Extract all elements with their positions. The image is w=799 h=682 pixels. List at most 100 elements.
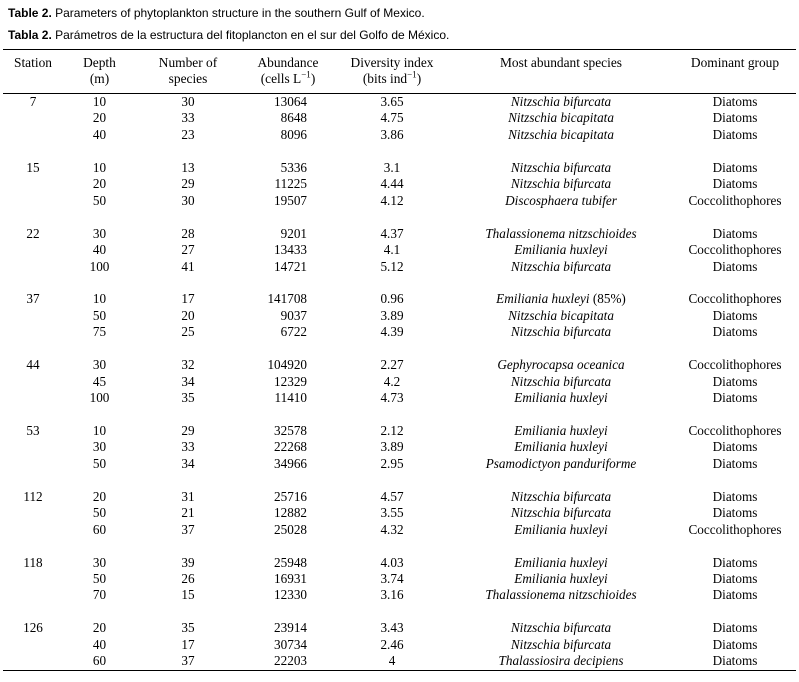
depth-cell: 10 [92,159,107,175]
species-name: Nitzschia bifurcata [510,324,612,340]
abundance-cell [240,407,336,423]
abundance-cell: 23914 [274,620,307,636]
species-count-cell: 34 [181,455,195,471]
species-count-cell [136,341,240,357]
species-cell: Emiliania huxleyi [448,390,674,406]
diversity-cell [336,472,448,488]
species-cell: Discosphaera tubifer [448,193,674,209]
depth-cell: 70 [92,587,107,603]
table-header: Station Depth (m) Number of species Abun… [3,49,796,94]
column-header-unit: (cells L [260,71,302,86]
column-header-line1: Most abundant species [500,55,622,70]
abundance-cell: 104920 [267,357,307,373]
species-cell [448,341,674,357]
table-body: 7 10 30 13064 3.65 Nitzschia bifurcata D… [3,94,796,671]
species-cell [448,407,674,423]
species-name: Thalassiosira decipiens [498,653,624,669]
depth-cell: 10 [92,94,107,109]
species-cell: Nitzschia bifurcata [448,324,674,340]
diversity-cell: 2.46 [380,636,404,652]
species-cell: Nitzschia bifurcata [448,94,674,111]
depth-cell: 50 [92,571,107,587]
depth-cell: 100 [89,390,110,406]
station-cell [3,456,63,472]
species-name: Nitzschia bifurcata [510,94,612,109]
species-name: Gephyrocapsa oceanica [497,357,625,373]
station-cell: 37 [26,291,40,307]
column-header-unit: (bits ind [362,71,408,86]
species-name: Emiliania huxleyi [514,554,608,570]
depth-cell: 60 [92,521,107,537]
abundance-cell: 25948 [274,554,307,570]
depth-cell: 45 [92,373,107,389]
species-count-cell: 13 [181,159,195,175]
station-cell [3,242,63,258]
species-name: Emiliania huxleyi [514,422,608,438]
dominant-group-cell: Diatoms [712,587,758,603]
abundance-cell: 5336 [280,159,307,175]
column-header-line1: Number of [158,55,218,70]
diversity-cell: 4.44 [380,176,404,192]
station-cell [3,472,63,488]
species-cell: Emiliania huxleyi [448,522,674,538]
dominant-group-cell: Diatoms [712,636,758,652]
dominant-group-cell: Diatoms [712,439,758,455]
station-cell [3,110,63,126]
species-name: Nitzschia bicapitata [508,126,614,142]
species-name: Thalassionema nitzschioides [485,225,637,241]
species-count-cell: 30 [181,192,195,208]
species-name: Nitzschia bifurcata [510,159,612,175]
species-name: Nitzschia bifurcata [510,636,612,652]
depth-cell: 75 [92,324,107,340]
species-count-cell: 17 [181,636,195,652]
diversity-cell: 3.43 [380,620,404,636]
abundance-cell: 12330 [274,587,307,603]
diversity-cell: 4.37 [380,225,404,241]
station-cell: 53 [26,422,40,438]
dominant-group-cell: Diatoms [712,554,758,570]
station-cell [3,571,63,587]
dominant-group-cell [674,604,796,620]
table-row: 15 10 13 5336 3.1 Nitzschia bifurcata Di… [3,160,796,176]
station-cell [3,176,63,192]
species-count-cell: 39 [181,554,195,570]
diversity-cell: 4.73 [380,390,404,406]
species-cell: Emiliania huxleyi [448,242,674,258]
column-header: Station [3,49,63,94]
column-header-line2: species [136,71,240,87]
depth-cell: 40 [92,636,107,652]
column-header: Diversity index (bits ind−1) [336,49,448,94]
dominant-group-cell [674,472,796,488]
species-name: Thalassionema nitzschioides [485,587,637,603]
station-cell [3,407,63,423]
dominant-group-cell: Diatoms [712,176,758,192]
diversity-cell: 3.65 [380,94,404,109]
species-count-cell: 29 [181,422,195,438]
diversity-cell: 4.1 [383,242,401,258]
diversity-cell: 4.32 [380,521,404,537]
dominant-group-cell: Diatoms [712,571,758,587]
station-cell: 22 [26,225,40,241]
diversity-cell [336,604,448,620]
column-header-line1: Depth [83,55,116,70]
station-cell: 126 [23,620,43,636]
species-cell: Thalassionema nitzschioides [448,226,674,242]
dominant-group-cell: Coccolithophores [688,291,782,307]
diversity-cell [336,341,448,357]
diversity-cell: 4 [388,653,396,669]
table-row: 7 10 30 13064 3.65 Nitzschia bifurcata D… [3,94,796,111]
species-count-cell [136,472,240,488]
diversity-cell [336,538,448,554]
table-caption-en-text: Parameters of phytoplankton structure in… [51,6,425,20]
species-name: Emiliania huxleyi [514,571,608,587]
species-name: Nitzschia bifurcata [510,488,612,504]
station-cell [3,259,63,275]
station-cell [3,143,63,159]
species-cell: Nitzschia bifurcata [448,374,674,390]
abundance-cell: 141708 [267,291,307,307]
column-header-line1: Diversity index [350,55,434,70]
species-cell: Nitzschia bifurcata [448,160,674,176]
table-row: 60 37 25028 4.32 Emiliania huxleyi Cocco… [3,522,796,538]
depth-cell [63,407,136,423]
depth-cell: 60 [92,653,107,669]
